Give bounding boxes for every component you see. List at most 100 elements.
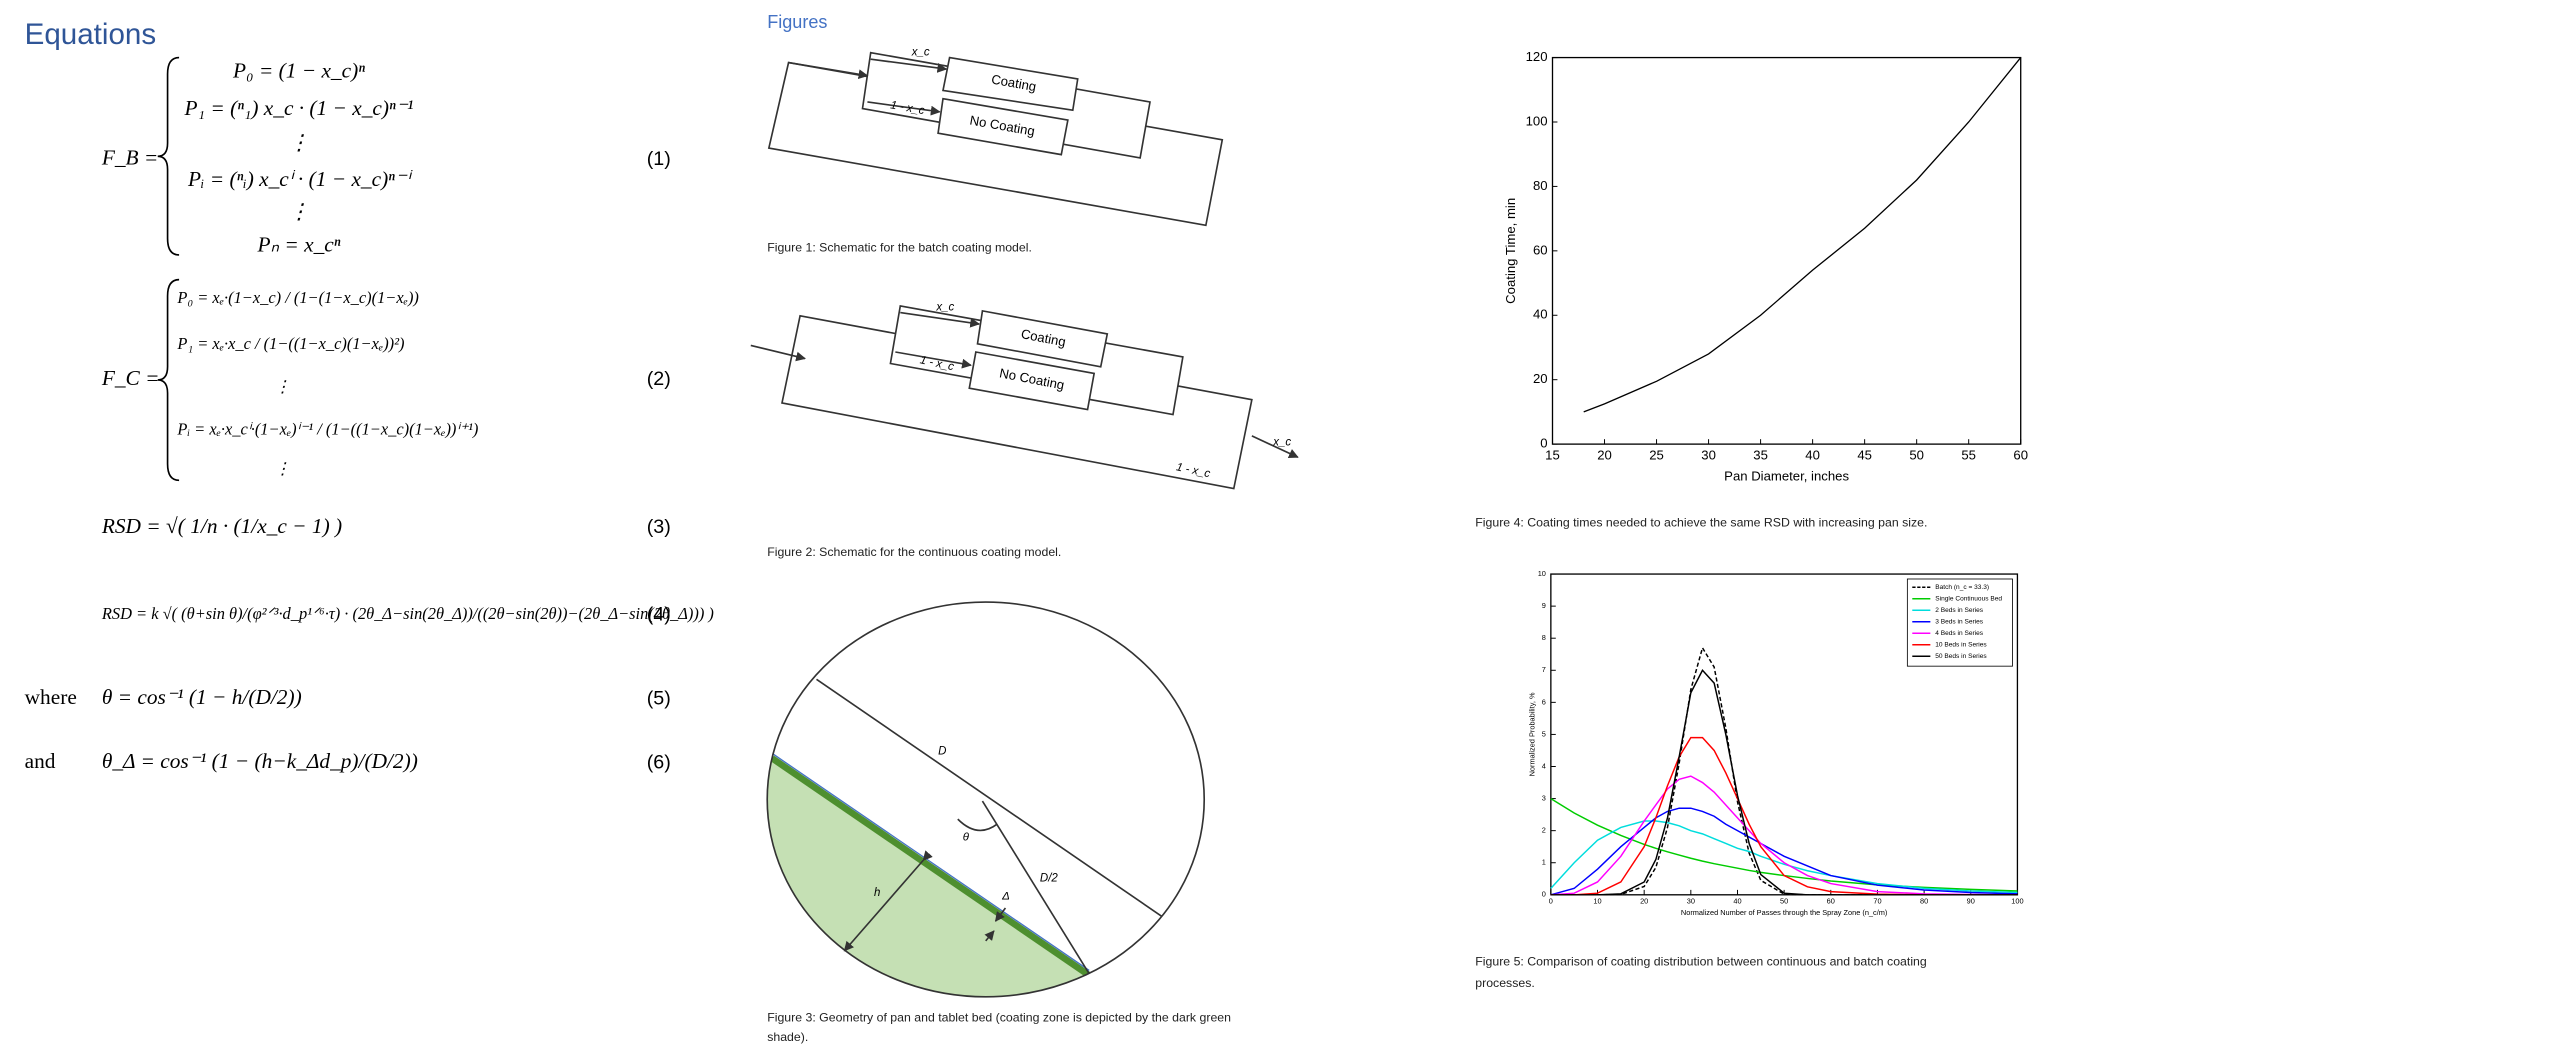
chart: 0 10 20 30 40 50 60 70 80 90 100 0 1 2 3 4 5 6 7 8 9 10 Normal… — [1528, 569, 2024, 917]
equation-line: P₀ = (1 − x_c)ⁿ — [232, 58, 365, 82]
equation-line: ⋮ — [288, 200, 309, 224]
legend-label: 4 Beds in Series — [1935, 630, 1983, 637]
equation-number: (6) — [647, 751, 671, 773]
data-line — [1550, 668, 2018, 896]
x-tick-label: 90 — [1967, 896, 1975, 905]
x-tick-label: 35 — [1753, 447, 1768, 462]
equation-prefix: and — [25, 749, 56, 773]
x-tick-label: 50 — [1780, 896, 1788, 905]
x-tick-label: 25 — [1649, 447, 1664, 462]
y-tick-label: 0 — [1542, 890, 1546, 899]
equation-line: ⋮ — [274, 377, 290, 396]
figure-caption: Figure 5: Comparison of coating distribu… — [1475, 954, 1927, 968]
diagram-label: D — [938, 746, 946, 758]
y-tick-label: 4 — [1542, 761, 1546, 770]
equation-line: P₁ = (ⁿ₁) x_c · (1 − x_c)ⁿ⁻¹ — [184, 96, 414, 120]
legend-label: Batch (n_c = 33.3) — [1935, 584, 1989, 591]
diagram-label: x_c — [1272, 436, 1291, 448]
y-tick-label: 8 — [1542, 633, 1546, 642]
equation-line: Pₙ = x_cⁿ — [257, 233, 341, 257]
x-tick-label: 55 — [1961, 447, 1976, 462]
x-tick-label: 10 — [1593, 896, 1601, 905]
equation-line: P₁ = xₑ·x_c / (1−((1−x_c)(1−xₑ))²) — [176, 334, 404, 353]
y-tick-label: 80 — [1533, 178, 1548, 193]
diagram-label: Coating — [990, 72, 1037, 95]
x-tick-label: 40 — [1805, 447, 1820, 462]
x-tick-label: 60 — [2013, 447, 2028, 462]
x-tick-label: 0 — [1549, 896, 1553, 905]
diagram-label: θ — [963, 831, 970, 843]
x-tick-label: 40 — [1733, 896, 1741, 905]
diagram-label: x_c — [911, 47, 930, 59]
equation-line: Pᵢ = (ⁿᵢ) x_cⁱ · (1 − x_c)ⁿ⁻ⁱ — [187, 167, 413, 191]
y-tick-label: 1 — [1542, 858, 1546, 867]
equation-line: ⋮ — [288, 131, 309, 155]
equation-lhs: F_B = — [101, 145, 158, 169]
equation-number: (1) — [647, 148, 671, 170]
equation-number: (2) — [647, 368, 671, 390]
section-title: Equations — [25, 18, 156, 51]
equation-number: (5) — [647, 687, 671, 709]
y-axis-label: Normalized Probability, % — [1528, 692, 1537, 776]
legend-label: 3 Beds in Series — [1935, 618, 1983, 625]
equation-line: Pᵢ = xₑ·x_cⁱ·(1−xₑ)ⁱ⁻¹ / (1−((1−x_c)(1−x… — [176, 420, 478, 439]
y-tick-label: 10 — [1538, 569, 1546, 578]
equation-number: (3) — [647, 516, 671, 538]
equation: RSD = k √( (θ+sin θ)/(φ²ᐟ³·d_p¹ᐟ⁶·τ) · (… — [101, 604, 714, 623]
figure-caption: shade). — [767, 1030, 808, 1044]
diagram-label: 1 - x_c — [889, 99, 925, 117]
diagram-label: h — [874, 887, 880, 899]
y-tick-label: 0 — [1540, 436, 1547, 451]
x-tick-label: 30 — [1701, 447, 1716, 462]
figure-caption: Figure 4: Coating times needed to achiev… — [1475, 515, 1927, 529]
data-line — [1583, 57, 2022, 413]
legend-label: 50 Beds in Series — [1935, 653, 1987, 660]
x-tick-label: 60 — [1827, 896, 1835, 905]
y-tick-label: 100 — [1526, 113, 1548, 128]
equation: RSD = √( 1/n · (1/x_c − 1) ) — [101, 514, 342, 538]
data-line — [1550, 820, 2018, 894]
equation-number: (4) — [647, 603, 671, 625]
data-line — [1550, 736, 2018, 896]
x-tick-label: 20 — [1597, 447, 1612, 462]
x-tick-label: 70 — [1873, 896, 1881, 905]
figure-2-diagram: x_c 1 - x_c Coating No Coating x_c 1 - x… — [750, 302, 1299, 490]
x-tick-label: 50 — [1909, 447, 1924, 462]
diagram-label: 1 - x_c — [1175, 461, 1211, 480]
y-tick-label: 9 — [1542, 601, 1546, 610]
diagram-label: D/2 — [1040, 872, 1058, 884]
y-tick-label: 7 — [1542, 665, 1546, 674]
data-line — [1550, 775, 2018, 896]
legend-label: 10 Beds in Series — [1935, 642, 1987, 649]
figure-caption: Figure 2: Schematic for the continuous c… — [767, 545, 1061, 559]
legend-label: 2 Beds in Series — [1935, 607, 1983, 614]
brace — [157, 278, 180, 482]
equation-lhs: F_C = — [101, 366, 160, 390]
data-line — [1550, 807, 2018, 896]
x-tick-label: 80 — [1920, 896, 1928, 905]
y-tick-label: 6 — [1542, 697, 1546, 706]
equation-prefix: where — [25, 685, 77, 709]
y-axis-label: Coating Time, min — [1503, 198, 1518, 304]
figure-1-diagram: x_c 1 - x_c Coating No Coating — [767, 47, 1224, 227]
legend-label: Single Continuous Bed — [1935, 595, 2002, 602]
equation-line: P₀ = xₑ·(1−x_c) / (1−(1−x_c)(1−xₑ)) — [176, 288, 418, 307]
x-tick-label: 45 — [1857, 447, 1872, 462]
y-tick-label: 5 — [1542, 729, 1546, 738]
figure-caption: Figure 1: Schematic for the batch coatin… — [767, 241, 1032, 255]
x-tick-label: 30 — [1687, 896, 1695, 905]
x-tick-label: 15 — [1545, 447, 1560, 462]
y-tick-label: 120 — [1526, 49, 1548, 64]
equation-line: ⋮ — [274, 459, 290, 478]
figure-caption: processes. — [1475, 976, 1535, 990]
legend — [1906, 578, 2013, 667]
diagram-label: x_c — [935, 302, 954, 314]
y-tick-label: 2 — [1542, 826, 1546, 835]
y-tick-label: 3 — [1542, 794, 1546, 803]
equation: θ = cos⁻¹ (1 − h/(D/2)) — [102, 685, 302, 709]
x-tick-label: 100 — [2011, 896, 2023, 905]
plot-area — [1551, 56, 2022, 445]
diagram-label: Δ — [1001, 890, 1010, 902]
chart: 15 20 25 30 35 40 45 50 55 60 0 20 40 60 80 100 120 Pan D… — [1503, 49, 2028, 483]
x-axis-label: Normalized Number of Passes through the … — [1681, 908, 1887, 917]
